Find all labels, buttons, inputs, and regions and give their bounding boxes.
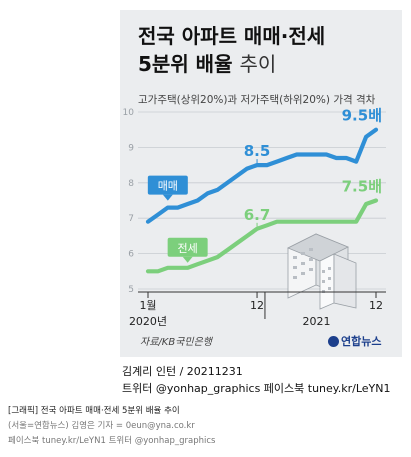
y-tick-label-9: 9 [128, 143, 134, 153]
caption: [그래픽] 전국 아파트 매매·전세 5분위 배율 추이 (서울=연합뉴스) 김… [8, 404, 215, 449]
series-line-jeonse [145, 198, 379, 274]
value-label-jeonse-2021-12: 7.5배 [342, 178, 382, 196]
caption-social: 페이스북 tuney.kr/LeYN1 트위터 @yonhap_graphics [8, 436, 216, 446]
title-line-2-bold: 5분위 배율 [138, 52, 233, 76]
value-label-jeonse-2020-12: 6.7 [244, 206, 271, 224]
caption-title: [그래픽] 전국 아파트 매매·전세 5분위 배율 추이 [8, 406, 180, 416]
logo-text: 연합뉴스 [341, 335, 382, 348]
year-label-2020-01: 2020년 [129, 315, 167, 328]
source-credit: 자료/KB국민은행 [140, 337, 212, 348]
byline-author: 김계리 인턴 / 20211231 [122, 365, 243, 378]
y-tick-label-7: 7 [128, 214, 134, 224]
byline: 김계리 인턴 / 20211231 트위터 @yonhap_graphics 페… [122, 363, 390, 397]
x-tick-label-2021-12: 12 [369, 299, 383, 312]
title-line-1: 전국 아파트 매매·전세 [138, 24, 326, 48]
title-line-2-light: 추이 [239, 52, 277, 76]
x-axis: 1월 12 12 2020년 2021 [129, 291, 386, 328]
y-tick-label-6: 6 [128, 250, 134, 260]
x-tick-label-2020-12: 12 [250, 299, 264, 312]
y-tick-label-10: 10 [123, 108, 135, 118]
y-tick-label-5: 5 [128, 285, 134, 295]
title-line-2: 5분위 배율 추이 [138, 50, 325, 78]
series-box-bg-jeonse [167, 237, 208, 257]
series-name-box-sale: 매매 [147, 175, 188, 201]
byline-social: 트위터 @yonhap_graphics 페이스북 tuney.kr/LeYN1 [122, 382, 391, 395]
apartment-illustration [287, 233, 357, 310]
chart-title: 전국 아파트 매매·전세 5분위 배율 추이 [138, 22, 325, 78]
series-box-pointer-sale [162, 194, 173, 201]
series-box-pointer-jeonse [182, 256, 193, 263]
series-name-sale: 매매 [158, 180, 178, 193]
chart-subtitle: 고가주택(상위20%)과 저가주택(하위20%) 가격 격차 [138, 94, 376, 106]
series-line-sale [145, 127, 379, 224]
value-label-sale-2021-12: 9.5배 [342, 107, 382, 125]
logo-mark-icon [328, 336, 339, 347]
series-box-bg-sale [147, 175, 188, 195]
y-tick-label-8: 8 [128, 179, 134, 189]
series-layer [145, 127, 379, 274]
value-label-sale-2020-12: 8.5 [244, 142, 271, 160]
series-name-jeonse: 전세 [178, 242, 198, 255]
yonhap-logo: 연합뉴스 [328, 333, 381, 349]
caption-reporter: (서울=연합뉴스) 김영은 기자 = 0eun@yna.co.kr [8, 421, 195, 431]
series-name-box-jeonse: 전세 [167, 237, 208, 263]
x-tick-label-2020-01: 1월 [139, 299, 156, 312]
year-label-2021-06: 2021 [303, 315, 331, 328]
